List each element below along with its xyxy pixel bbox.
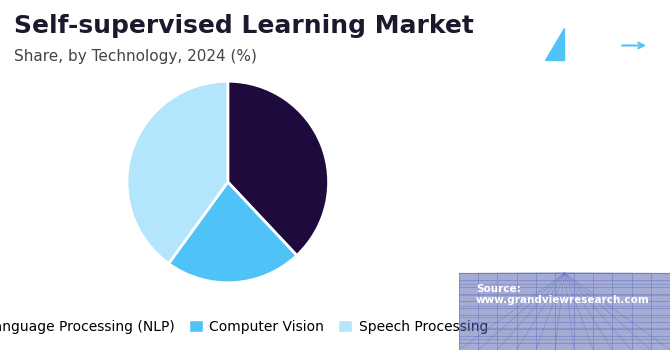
Wedge shape [169,182,297,283]
Text: Global Market Size,
2024: Global Market Size, 2024 [490,206,639,239]
Polygon shape [545,28,564,60]
FancyBboxPatch shape [474,25,516,66]
Text: Self-supervised Learning Market: Self-supervised Learning Market [14,14,474,38]
Legend: Natural Language Processing (NLP), Computer Vision, Speech Processing: Natural Language Processing (NLP), Compu… [0,314,494,340]
Wedge shape [127,81,228,264]
Wedge shape [228,81,328,256]
FancyBboxPatch shape [543,25,586,66]
Text: GRAND VIEW RESEARCH: GRAND VIEW RESEARCH [503,84,626,93]
FancyBboxPatch shape [613,25,655,66]
Text: $15.1B: $15.1B [488,128,641,166]
Text: Share, by Technology, 2024 (%): Share, by Technology, 2024 (%) [14,49,257,64]
Bar [459,273,670,350]
Text: Source:
www.grandviewresearch.com: Source: www.grandviewresearch.com [476,284,650,305]
